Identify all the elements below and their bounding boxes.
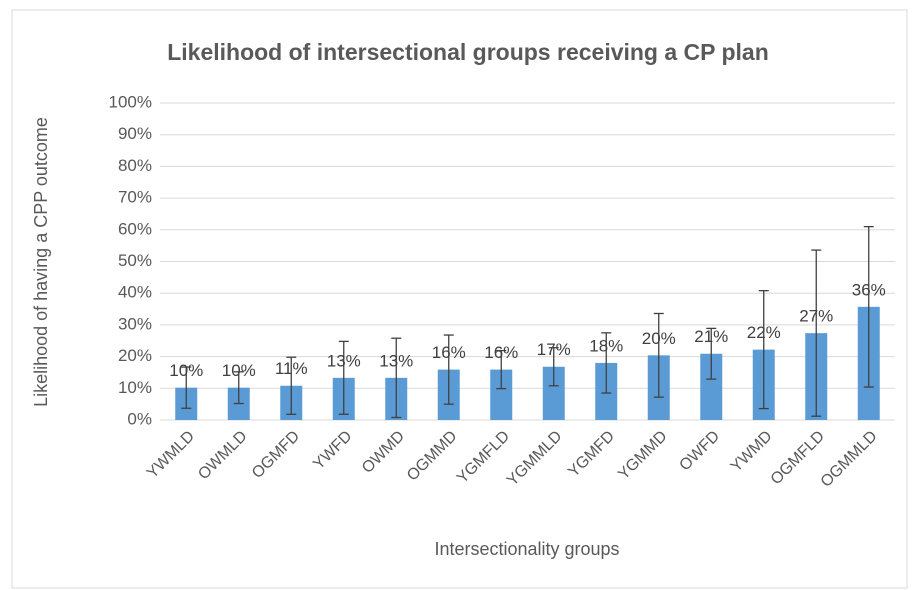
data-label: 13% <box>327 351 361 370</box>
data-label: 13% <box>379 351 413 370</box>
data-label: 20% <box>642 329 676 348</box>
data-label: 10% <box>169 361 203 380</box>
y-tick-label: 80% <box>118 156 152 175</box>
y-tick-label: 30% <box>118 314 152 333</box>
y-tick-label: 70% <box>118 188 152 207</box>
data-label: 11% <box>275 359 308 378</box>
data-label: 17% <box>537 340 571 359</box>
bar <box>700 353 723 420</box>
data-label: 36% <box>852 280 886 299</box>
y-tick-label: 20% <box>118 346 152 365</box>
chart-frame <box>11 9 908 589</box>
data-label: 10% <box>222 361 256 380</box>
y-tick-label: 40% <box>118 283 152 302</box>
chart-title: Likelihood of intersectional groups rece… <box>167 39 769 65</box>
y-tick-label: 90% <box>118 124 152 143</box>
bar <box>542 366 565 420</box>
y-tick-label: 10% <box>118 378 152 397</box>
y-tick-label: 50% <box>118 251 152 270</box>
data-label: 27% <box>799 307 833 326</box>
y-tick-label: 100% <box>109 92 152 111</box>
data-label: 16% <box>484 343 518 362</box>
y-axis-title: Likelihood of having a CPP outcome <box>31 117 51 407</box>
data-label: 22% <box>747 323 781 342</box>
data-label: 21% <box>694 327 728 346</box>
y-tick-label: 60% <box>118 219 152 238</box>
bar <box>490 369 513 420</box>
data-label: 18% <box>589 336 623 355</box>
x-axis-title: Intersectionality groups <box>434 539 619 559</box>
data-label: 16% <box>432 343 466 362</box>
y-tick-label: 0% <box>127 409 152 428</box>
